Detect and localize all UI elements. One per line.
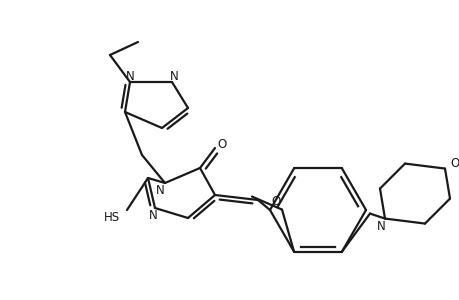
Text: N: N: [148, 209, 157, 223]
Text: O: O: [449, 157, 459, 170]
Text: HS: HS: [104, 212, 120, 224]
Text: O: O: [217, 137, 226, 151]
Text: N: N: [169, 70, 178, 83]
Text: O: O: [271, 195, 280, 208]
Text: N: N: [376, 220, 385, 233]
Text: N: N: [125, 70, 134, 83]
Text: N: N: [155, 184, 164, 196]
